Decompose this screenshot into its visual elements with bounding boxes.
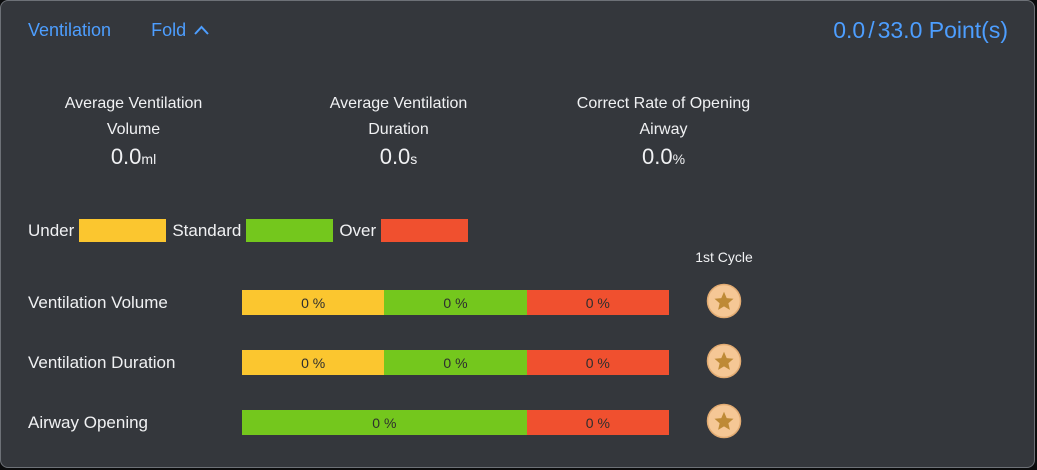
chevron-up-icon (193, 25, 210, 36)
legend: Under Standard Over (28, 219, 474, 242)
cycle-column-header: 1st Cycle (695, 249, 753, 265)
legend-swatch (79, 219, 167, 242)
distribution-bar: 0 % 0 % (242, 410, 669, 435)
bar-segment: 0 % (384, 350, 527, 375)
stat-card: Average Ventilation Duration 0.0s (266, 91, 531, 172)
stat-card: Average Ventilation Volume 0.0ml (1, 91, 266, 172)
fold-button[interactable]: Fold (151, 20, 210, 41)
legend-label: Over (339, 220, 377, 240)
score-current: 0.0 (833, 17, 866, 43)
metric-row-label: Airway Opening (28, 413, 149, 432)
stat-value: 0.0s (379, 144, 418, 169)
metric-rows: Ventilation Volume 0 % 0 % 0 % Ventilation… (1, 282, 1034, 462)
metric-row: Ventilation Duration 0 % 0 % 0 % (1, 342, 1034, 402)
legend-label: Under (28, 220, 75, 240)
distribution-bar: 0 % 0 % 0 % (242, 290, 669, 315)
metric-row: Airway Opening 0 % 0 % (1, 402, 1034, 462)
bar-segment: 0 % (384, 290, 527, 315)
panel-title: Ventilation (28, 20, 112, 40)
stat-label: Average Ventilation Volume (64, 95, 203, 138)
stat-label: Correct Rate of Opening Airway (576, 95, 751, 138)
stat-value: 0.0% (641, 144, 686, 169)
metric-row: Ventilation Volume 0 % 0 % 0 % (1, 282, 1034, 342)
legend-label: Standard (172, 220, 242, 240)
bar-segment: 0 % (242, 410, 527, 435)
star-badge-icon (706, 403, 742, 439)
stat-label: Average Ventilation Duration (329, 95, 468, 138)
bar-segment: 0 % (526, 410, 669, 435)
metric-row-label: Ventilation Volume (28, 293, 168, 312)
fold-label: Fold (151, 20, 187, 40)
bar-segment: 0 % (526, 350, 669, 375)
bar-segment: 0 % (242, 290, 385, 315)
panel-header: Ventilation Fold 0.0/33.0 Point(s) (28, 17, 1008, 44)
distribution-bar: 0 % 0 % 0 % (242, 350, 669, 375)
star-badge-icon (706, 343, 742, 379)
bar-segment: 0 % (242, 350, 385, 375)
legend-swatch (381, 219, 469, 242)
score-separator: / (868, 17, 875, 43)
score-total: 33.0 (877, 17, 923, 43)
stat-card: Correct Rate of Opening Airway 0.0% (531, 91, 796, 172)
star-badge-icon (706, 283, 742, 319)
stats-row: Average Ventilation Volume 0.0ml Average … (1, 91, 1034, 172)
bar-segment: 0 % (526, 290, 669, 315)
metric-row-label: Ventilation Duration (28, 353, 176, 372)
score-display: 0.0/33.0 Point(s) (833, 17, 1008, 44)
score-unit: Point(s) (928, 17, 1008, 43)
stat-value: 0.0ml (110, 144, 157, 169)
legend-swatch (246, 219, 334, 242)
